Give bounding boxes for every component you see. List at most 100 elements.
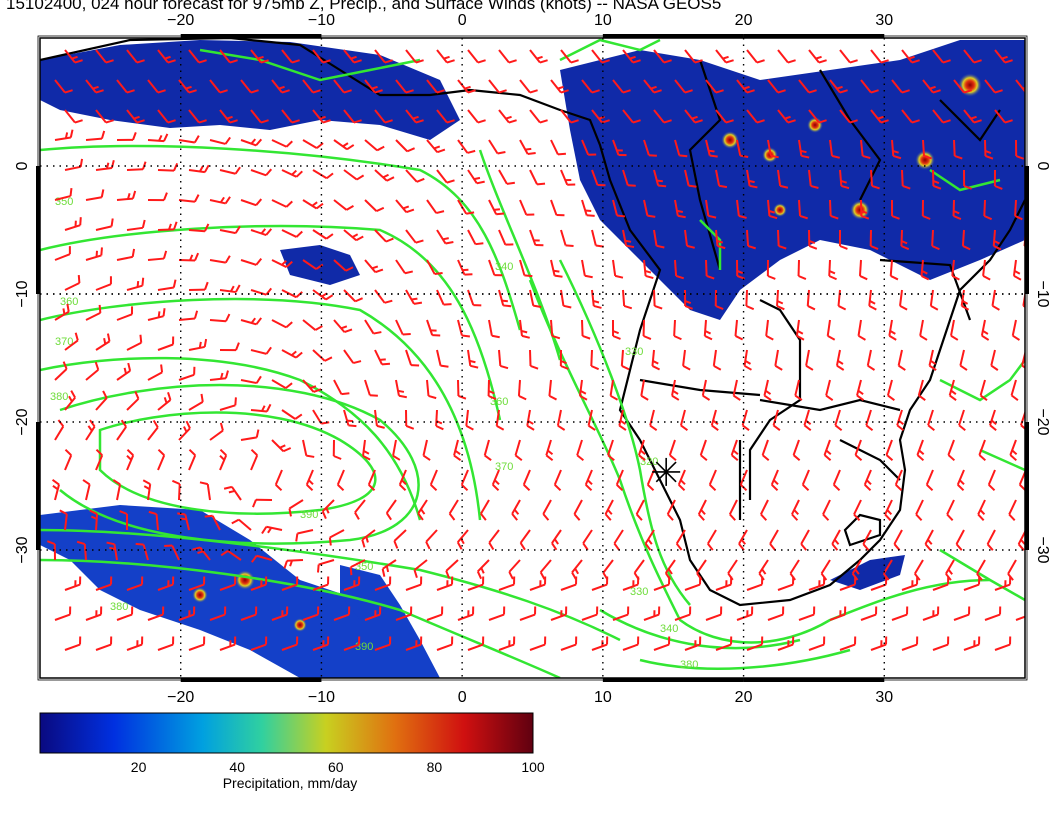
wind-barb: [157, 49, 176, 64]
wind-barb: [992, 229, 1002, 251]
wind-barb: [385, 499, 397, 521]
wind-barb: [746, 576, 764, 591]
wind-barb: [805, 349, 814, 371]
wind-barb: [789, 559, 800, 581]
wind-barb: [829, 606, 847, 621]
wind-barb: [798, 139, 810, 159]
wind-barb: [550, 139, 566, 156]
wind-barb: [839, 576, 857, 591]
wind-barb: [684, 109, 703, 124]
wind-barb: [426, 319, 441, 337]
wind-barb: [556, 409, 566, 431]
wind-barb: [829, 199, 839, 220]
wind-barb: [511, 499, 521, 521]
wind-barb: [405, 49, 424, 64]
wind-barb: [983, 199, 993, 221]
wind-barb: [646, 469, 655, 492]
wind-barb: [281, 576, 299, 591]
wind-barb: [743, 349, 752, 371]
wind-barb: [980, 319, 990, 341]
wind-barb: [240, 258, 263, 266]
wind-barb: [333, 259, 354, 272]
wind-barb: [684, 169, 697, 188]
colorbar-tick-label: 20: [131, 759, 147, 775]
wind-barb: [738, 529, 748, 551]
wind-barb: [770, 469, 779, 492]
wind-barb: [429, 469, 438, 492]
wind-barb: [283, 559, 304, 569]
wind-barb: [426, 606, 444, 621]
lat-tick-label-right: −20: [1034, 408, 1051, 435]
lat-tick-label-left: −10: [14, 280, 31, 307]
wind-barb: [900, 229, 910, 251]
lon-tick-label-bottom: 0: [458, 689, 467, 706]
wind-barb: [668, 439, 677, 462]
wind-barb: [457, 199, 475, 215]
wind-barb: [147, 419, 159, 441]
wind-barb: [705, 199, 717, 219]
wind-barb: [777, 169, 789, 189]
wind-barb: [281, 169, 303, 178]
wind-barb: [343, 229, 364, 242]
wind-barb: [767, 199, 778, 220]
wind-barb: [826, 319, 836, 341]
wind-barb: [147, 308, 166, 321]
wind-barb: [219, 166, 241, 175]
wind-barb: [674, 259, 685, 280]
precip-colorbar: 20 40 60 80 100: [39, 712, 545, 775]
wind-barb: [374, 289, 393, 304]
wind-barb: [1021, 349, 1025, 369]
wind-barb: [677, 469, 686, 492]
wind-barb: [64, 109, 83, 124]
wind-barb: [808, 49, 827, 64]
wind-barb: [710, 409, 719, 431]
wind-barb: [89, 509, 99, 531]
wind-barb: [863, 469, 872, 492]
wind-barb: [545, 439, 554, 462]
svg-text:390: 390: [300, 509, 318, 521]
wind-barb: [250, 554, 273, 563]
wind-barb: [960, 289, 970, 311]
wind-barb: [374, 409, 385, 429]
wind-barb: [116, 132, 137, 141]
wind-barb: [591, 49, 610, 64]
wind-barb: [250, 346, 272, 355]
wind-barb: [395, 379, 407, 399]
wind-barb: [395, 319, 411, 336]
wind-barb: [219, 342, 240, 352]
wind-barb: [745, 289, 755, 311]
wind-barb: [54, 79, 73, 94]
wind-barb: [806, 289, 816, 311]
wind-barb: [321, 499, 335, 520]
wind-barb: [896, 409, 905, 432]
wind-barb: [362, 439, 371, 461]
wind-barb: [591, 289, 602, 309]
wind-barb: [64, 390, 76, 411]
wind-barb: [487, 379, 497, 401]
wind-barb: [519, 606, 537, 621]
wind-barb: [467, 636, 485, 651]
wind-barb: [157, 162, 179, 172]
wind-barb: [302, 199, 324, 210]
lat-lon-grid: [40, 38, 1025, 678]
wind-barb: [498, 49, 517, 64]
wind-barb: [445, 559, 459, 579]
wind-barb: [728, 499, 738, 521]
wind-barb: [715, 229, 726, 250]
wind-barb: [498, 349, 509, 370]
wind-barb: [231, 518, 252, 531]
wind-barb: [498, 169, 515, 185]
wind-barb: [157, 109, 176, 124]
wind-barb: [865, 409, 874, 432]
wind-barb: [116, 248, 136, 261]
wind-barb: [548, 379, 557, 401]
wind-barb: [746, 229, 756, 250]
wind-barb: [860, 199, 870, 220]
wind-barb: [488, 319, 500, 339]
wind-barb: [858, 259, 868, 281]
wind-barb: [457, 379, 467, 400]
wind-barb: [467, 169, 485, 185]
wind-barb: [126, 219, 146, 231]
wind-barb: [219, 225, 241, 235]
wind-barb: [448, 499, 459, 521]
